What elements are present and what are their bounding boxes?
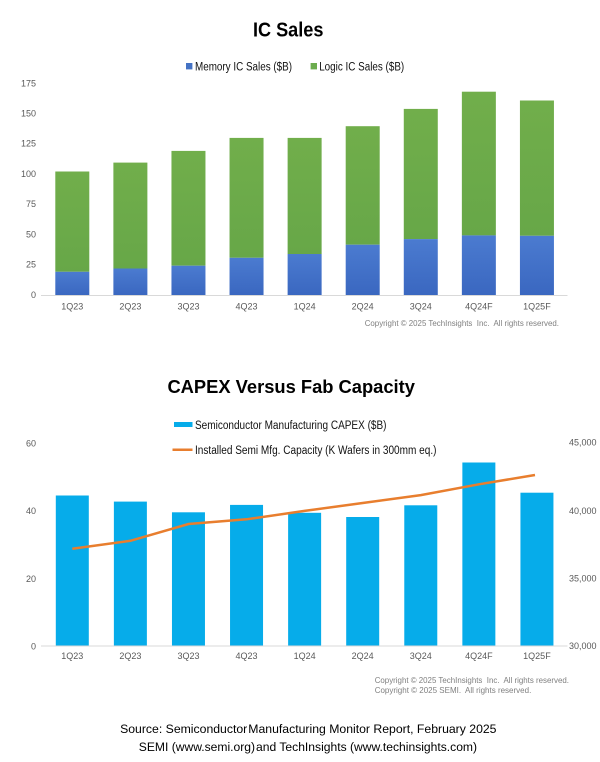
svg-text:0: 0 [31, 290, 36, 300]
svg-text:1Q23: 1Q23 [61, 651, 83, 661]
svg-text:100: 100 [21, 169, 36, 179]
svg-text:75: 75 [26, 199, 36, 209]
svg-text:Copyright © 2025 TechInsights: Copyright © 2025 TechInsights Inc. All r… [365, 318, 559, 328]
svg-text:3Q24: 3Q24 [410, 651, 432, 661]
svg-text:Memory IC Sales ($B): Memory IC Sales ($B) [195, 62, 292, 74]
svg-text:35,000: 35,000 [569, 574, 597, 584]
svg-text:40: 40 [26, 506, 36, 516]
svg-text:Source: Semiconductor Manufact: Source: Semiconductor Manufacturing Moni… [120, 722, 497, 736]
svg-text:3Q24: 3Q24 [410, 301, 432, 311]
svg-text:3Q23: 3Q23 [177, 301, 199, 311]
svg-text:Installed Semi Mfg. Capacity (: Installed Semi Mfg. Capacity (K Wafers i… [195, 445, 437, 457]
svg-text:2Q23: 2Q23 [119, 651, 141, 661]
svg-text:1Q23: 1Q23 [61, 301, 83, 311]
svg-text:4Q23: 4Q23 [236, 651, 258, 661]
svg-text:SEMI (www.semi.org) and TechIn: SEMI (www.semi.org) and TechInsights (ww… [139, 740, 477, 754]
svg-text:4Q23: 4Q23 [236, 301, 258, 311]
svg-text:2Q24: 2Q24 [352, 301, 374, 311]
svg-text:50: 50 [26, 229, 36, 239]
svg-text:IC Sales: IC Sales [253, 20, 324, 42]
svg-text:1Q24: 1Q24 [294, 301, 316, 311]
svg-text:60: 60 [26, 438, 36, 448]
svg-text:CAPEX Versus Fab Capacity: CAPEX Versus Fab Capacity [167, 376, 415, 397]
svg-text:Semiconductor Manufacturing CA: Semiconductor Manufacturing CAPEX ($B) [195, 420, 387, 432]
svg-text:30,000: 30,000 [569, 641, 597, 651]
svg-text:175: 175 [21, 78, 36, 88]
svg-text:Copyright © 2025 SEMI. All ri: Copyright © 2025 SEMI. All rights reserv… [375, 685, 532, 695]
svg-text:Logic IC Sales ($B): Logic IC Sales ($B) [319, 62, 404, 74]
svg-text:3Q23: 3Q23 [177, 651, 199, 661]
svg-text:20: 20 [26, 574, 36, 584]
svg-text:4Q24F: 4Q24F [465, 301, 493, 311]
svg-text:45,000: 45,000 [569, 437, 597, 447]
svg-text:40,000: 40,000 [569, 506, 597, 516]
svg-text:25: 25 [26, 260, 36, 270]
svg-text:0: 0 [31, 642, 36, 652]
svg-text:1Q25F: 1Q25F [523, 651, 551, 661]
svg-text:4Q24F: 4Q24F [465, 651, 493, 661]
svg-text:Copyright © 2025 TechInsights: Copyright © 2025 TechInsights Inc. All r… [375, 675, 569, 685]
svg-text:1Q24: 1Q24 [294, 651, 316, 661]
svg-text:1Q25F: 1Q25F [523, 301, 551, 311]
svg-text:125: 125 [21, 139, 36, 149]
svg-text:2Q24: 2Q24 [352, 651, 374, 661]
svg-text:150: 150 [21, 109, 36, 119]
svg-text:2Q23: 2Q23 [119, 301, 141, 311]
